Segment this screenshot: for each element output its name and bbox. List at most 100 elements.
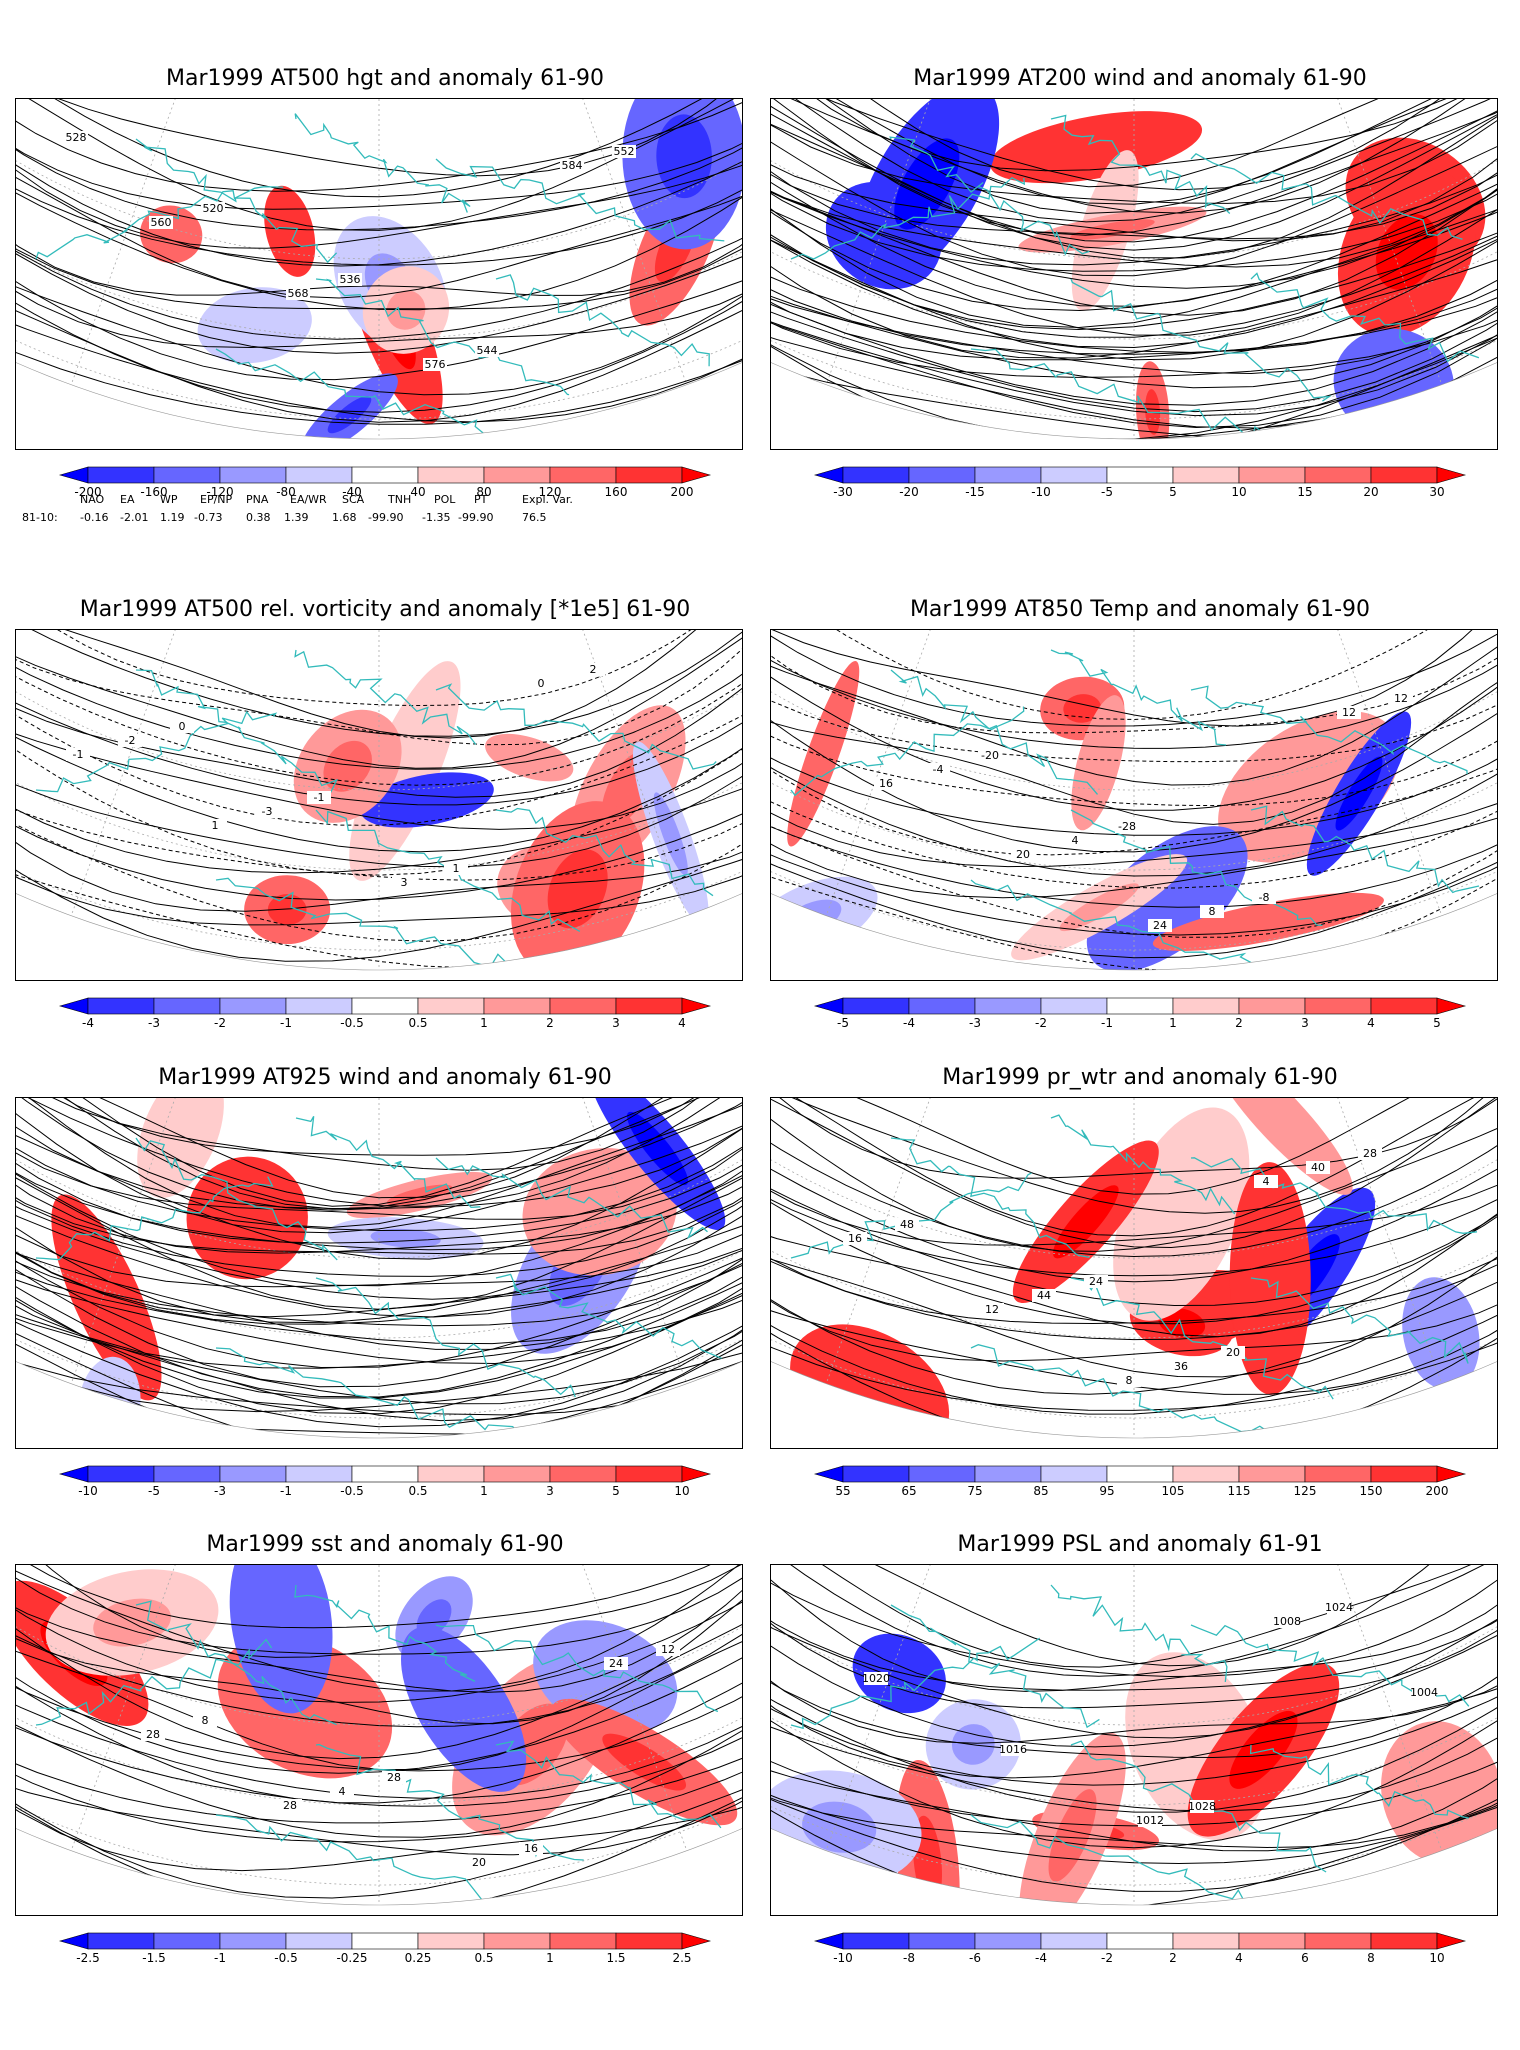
- contour-label-bg: [604, 1657, 628, 1670]
- colorbar-swatch: [549, 1932, 617, 1950]
- contour-label-bg: [1169, 1360, 1193, 1373]
- colorbar-tick-label: -1.5: [142, 1951, 166, 1965]
- colorbar-extend-low: [813, 1465, 844, 1483]
- colorbar-tick-label: 3: [546, 1484, 554, 1498]
- contour-label: 12: [1394, 692, 1408, 705]
- colorbar-labels: -10 -5 -3 -1 -0.5 0.5 1 3 5 10: [60, 1484, 710, 1500]
- colorbar-swatch: [417, 1932, 485, 1950]
- contour-label: 1024: [1325, 1601, 1353, 1614]
- contour-label-bg: [423, 358, 447, 371]
- contour-label: 12: [1342, 706, 1356, 719]
- colorbar-tick-label: 125: [1293, 1484, 1317, 1498]
- contour-label: 568: [288, 287, 309, 300]
- colorbar-tick-label: 1.5: [606, 1951, 626, 1965]
- contour-label-bg: [392, 876, 416, 889]
- contour-label-bg: [1254, 1175, 1278, 1188]
- colorbar: [58, 1932, 712, 1973]
- colorbar-extend-low: [813, 1932, 844, 1950]
- colorbar-extend-low: [58, 997, 89, 1015]
- colorbar-extend-high: [1436, 1932, 1467, 1950]
- coastlines: [35, 113, 725, 439]
- map-frame: [770, 98, 1498, 450]
- contour-lines: [16, 1565, 742, 1905]
- teleconnection-header: EA/WR: [290, 493, 327, 506]
- colorbar-tick-label: 2.5: [672, 1951, 692, 1965]
- contour-label: 1004: [1410, 1686, 1438, 1699]
- contour-label: 0: [179, 720, 186, 733]
- contour-label-bg: [1200, 905, 1224, 918]
- colorbar-tick-label: -30: [833, 485, 853, 499]
- colorbar-tick-label: 0.5: [408, 1016, 428, 1030]
- contour-label-bg: [141, 1728, 165, 1741]
- panel-title: Mar1999 AT500 rel. vorticity and anomaly…: [79, 597, 691, 622]
- contour-label: 48: [900, 1218, 914, 1231]
- contour-label: 28: [283, 1799, 297, 1812]
- colorbar-extend-high: [1436, 466, 1467, 484]
- anomaly-blob: [1208, 1098, 1353, 1195]
- teleconnection-value: 1.68: [332, 511, 357, 524]
- contour-label-bg: [338, 273, 362, 286]
- teleconnection-value: -0.16: [80, 511, 109, 524]
- contour-label-bg: [203, 819, 227, 832]
- colorbar-extend-high: [681, 997, 712, 1015]
- contour-label: 3: [401, 876, 408, 889]
- colorbar-swatch: [417, 1465, 485, 1483]
- contour-label-bg: [444, 862, 468, 875]
- colorbar-swatch: [1106, 1932, 1174, 1950]
- colorbar-tick-label: -2: [214, 1016, 226, 1030]
- colorbar-swatch: [219, 1465, 287, 1483]
- contour-label-bg: [255, 805, 279, 818]
- colorbar: [813, 1465, 1467, 1506]
- contour-label-bg: [149, 216, 173, 229]
- map-canvas: 28 16 12 8 4 20 24 28 28: [16, 1565, 742, 1906]
- colorbar-tick-label: 20: [1363, 485, 1379, 499]
- contour-label-bg: [1252, 891, 1276, 904]
- map-canvas: 1028 1024 1020 1016 1012 1008 1004: [771, 1565, 1497, 1906]
- colorbar-tick-label: -1: [280, 1484, 292, 1498]
- contour-label: 20: [1226, 1346, 1240, 1359]
- anomaly-blob: [1071, 695, 1126, 831]
- contour-label-bg: [874, 777, 898, 790]
- colorbar-labels: -5 -4 -3 -2 -1 1 2 3 4 5: [815, 1016, 1465, 1032]
- colorbar-swatch: [285, 1932, 353, 1950]
- colorbar-tick-label: -0.25: [336, 1951, 368, 1965]
- colorbar-tick-label: 150: [1359, 1484, 1383, 1498]
- contour-label-bg: [1138, 1814, 1162, 1827]
- contour-label-bg: [1306, 1161, 1330, 1174]
- contour-label-bg: [1115, 820, 1139, 833]
- contour-label: 16: [524, 1842, 538, 1855]
- colorbar-swatch: [1172, 997, 1240, 1015]
- contour-label: 20: [472, 1856, 486, 1869]
- anomaly-blob-core: [656, 114, 712, 199]
- contour-label-bg: [1389, 692, 1413, 705]
- colorbar-swatch: [842, 1932, 910, 1950]
- map-canvas: -20 -28 -8 12 -4 4 8 12 16 20 24: [771, 630, 1497, 971]
- teleconnection-header: Expl. Var.: [522, 493, 573, 506]
- contour-label-bg: [475, 344, 499, 357]
- colorbar-swatch: [974, 997, 1042, 1015]
- panel-at850-temp: Mar1999 AT850 Temp and anomaly 61-90 -20…: [770, 595, 1510, 1115]
- contour-label-bg: [980, 1303, 1004, 1316]
- colorbar-tick-label: 0.5: [474, 1951, 494, 1965]
- anomaly-blob: [360, 772, 494, 828]
- colorbar-swatch: [1106, 1465, 1174, 1483]
- map-canvas: [16, 1098, 742, 1439]
- contour-label: 2: [590, 663, 597, 676]
- colorbar: [58, 997, 712, 1038]
- colorbar-tick-label: 200: [1425, 1484, 1449, 1498]
- anomaly-blob-core: [1229, 1710, 1298, 1789]
- colorbar-swatch: [1304, 466, 1372, 484]
- colorbar-tick-label: -5: [148, 1484, 160, 1498]
- contour-label: 16: [848, 1232, 862, 1245]
- colorbar-swatch: [1172, 1932, 1240, 1950]
- contour-label: 28: [146, 1728, 160, 1741]
- colorbar-swatch: [351, 1932, 419, 1950]
- colorbar-tick-label: -2: [1035, 1016, 1047, 1030]
- contour-label-bg: [978, 749, 1002, 762]
- contour-label: -2: [125, 734, 136, 747]
- colorbar-swatch: [87, 1932, 155, 1950]
- panel-psl: Mar1999 PSL and anomaly 61-91 1028 1024 10…: [770, 1530, 1510, 2050]
- contour-label-bg: [66, 748, 90, 761]
- colorbar-tick-label: 6: [1301, 1951, 1309, 1965]
- contour-label-bg: [1084, 1275, 1108, 1288]
